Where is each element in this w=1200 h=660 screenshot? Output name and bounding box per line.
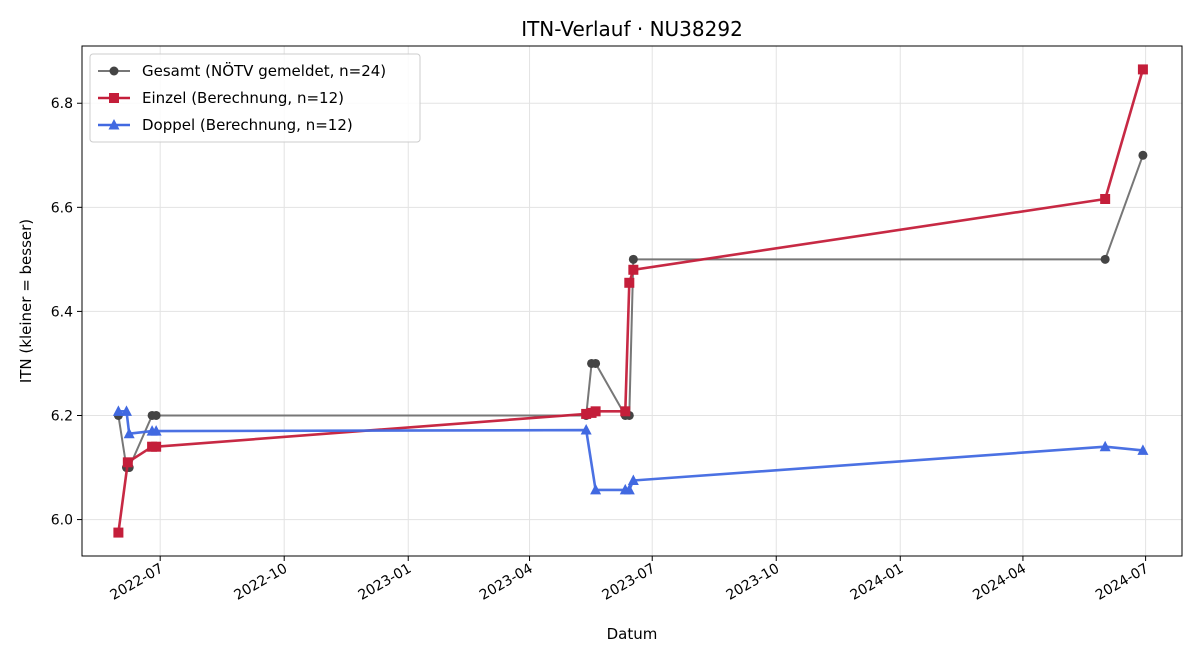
series-line xyxy=(118,409,1144,492)
data-point xyxy=(591,358,601,368)
data-point xyxy=(628,254,638,264)
x-tick-label: 2024-04 xyxy=(970,561,1029,604)
legend-label: Gesamt (NÖTV gemeldet, n=24) xyxy=(142,61,386,80)
x-tick-label: 2022-10 xyxy=(232,561,291,604)
series-doppel xyxy=(112,405,1149,495)
data-point xyxy=(623,483,635,495)
legend-entry-gesamt: Gesamt (NÖTV gemeldet, n=24) xyxy=(98,61,386,80)
legend-marker xyxy=(109,93,119,103)
data-point xyxy=(1100,254,1110,264)
x-tick-label: 2023-10 xyxy=(724,561,783,604)
data-point xyxy=(620,406,631,417)
x-tick-label: 2022-07 xyxy=(108,561,167,604)
data-point xyxy=(590,406,601,417)
x-axis-label: Datum xyxy=(607,625,658,643)
legend-entry-einzel: Einzel (Berechnung, n=12) xyxy=(98,89,344,107)
x-tick-label: 2023-04 xyxy=(477,561,536,604)
data-point xyxy=(624,277,635,288)
data-point xyxy=(150,425,162,436)
x-tick-label: 2024-07 xyxy=(1093,561,1152,604)
x-tick-label: 2024-01 xyxy=(848,561,907,604)
series-layer xyxy=(112,64,1149,538)
data-point xyxy=(122,457,133,468)
data-point xyxy=(113,527,124,538)
y-tick-label: 6.0 xyxy=(51,513,73,529)
data-point xyxy=(120,405,132,416)
data-point xyxy=(1138,150,1148,160)
data-point xyxy=(123,427,135,439)
data-point xyxy=(1099,440,1111,452)
legend-label: Doppel (Berechnung, n=12) xyxy=(142,116,353,134)
plot-frame xyxy=(81,45,1183,557)
data-point xyxy=(151,441,162,452)
y-tick-label: 6.6 xyxy=(51,200,73,216)
chart-title: ITN-Verlauf · NU38292 xyxy=(521,17,743,41)
y-tick-label: 6.4 xyxy=(51,304,73,320)
x-tick-label: 2023-07 xyxy=(600,561,659,604)
legend-entry-doppel: Doppel (Berechnung, n=12) xyxy=(98,116,353,134)
y-tick-label: 6.8 xyxy=(51,96,73,112)
y-tick-label: 6.2 xyxy=(51,408,73,424)
data-point xyxy=(627,474,639,486)
legend-box xyxy=(89,53,421,143)
legend: Gesamt (NÖTV gemeldet, n=24) Einzel (Bere… xyxy=(89,53,421,143)
data-point xyxy=(1137,64,1148,75)
legend-label: Einzel (Berechnung, n=12) xyxy=(142,89,344,107)
data-point xyxy=(1100,194,1111,204)
x-tick-label: 2023-01 xyxy=(356,561,415,604)
y-axis-label: ITN (kleiner = besser) xyxy=(17,219,35,383)
data-point xyxy=(151,410,161,420)
data-point xyxy=(112,405,124,416)
series-einzel xyxy=(113,64,1148,538)
legend-marker xyxy=(108,119,120,130)
legend-marker xyxy=(109,66,119,76)
data-point xyxy=(590,483,602,495)
ticks: 6.0 6.2 6.4 6.6 6.8 2022-07 2022-10 2023-01 2023… xyxy=(51,96,1152,603)
data-point xyxy=(580,424,592,435)
data-point xyxy=(581,408,592,419)
data-point xyxy=(1137,444,1149,455)
data-point xyxy=(628,264,639,275)
